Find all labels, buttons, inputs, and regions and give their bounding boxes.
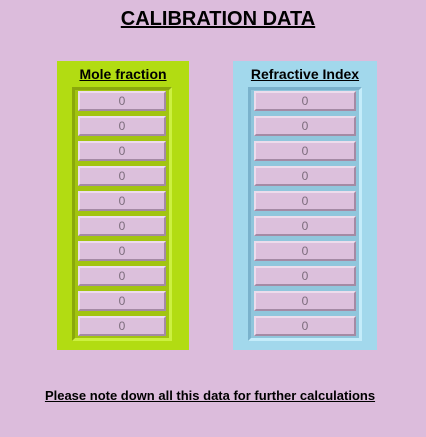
refractive-index-cell-10[interactable]: 0: [254, 316, 356, 336]
refractive-index-cell-7[interactable]: 0: [254, 241, 356, 261]
mole-fraction-cell-7[interactable]: 0: [78, 241, 166, 261]
instruction-note: Please note down all this data for furth…: [44, 388, 376, 403]
mole-fraction-cell-8[interactable]: 0: [78, 266, 166, 286]
mole-fraction-cell-9[interactable]: 0: [78, 291, 166, 311]
mole-fraction-cell-2[interactable]: 0: [78, 116, 166, 136]
refractive-index-cell-2[interactable]: 0: [254, 116, 356, 136]
refractive-index-cell-9[interactable]: 0: [254, 291, 356, 311]
refractive-index-cell-3[interactable]: 0: [254, 141, 356, 161]
mole-fraction-cell-4[interactable]: 0: [78, 166, 166, 186]
refractive-index-cell-8[interactable]: 0: [254, 266, 356, 286]
refractive-index-cell-1[interactable]: 0: [254, 91, 356, 111]
mole-fraction-panel: Mole fraction 0 0 0 0 0 0 0 0 0 0: [57, 61, 189, 350]
mole-fraction-cell-1[interactable]: 0: [78, 91, 166, 111]
mole-fraction-cell-5[interactable]: 0: [78, 191, 166, 211]
refractive-index-panel: Refractive Index 0 0 0 0 0 0 0 0 0 0: [233, 61, 377, 350]
refractive-index-cell-4[interactable]: 0: [254, 166, 356, 186]
mole-fraction-cell-10[interactable]: 0: [78, 316, 166, 336]
mole-fraction-heading: Mole fraction: [79, 66, 167, 82]
mole-fraction-list: 0 0 0 0 0 0 0 0 0 0: [72, 87, 172, 341]
refractive-index-cell-6[interactable]: 0: [254, 216, 356, 236]
refractive-index-heading: Refractive Index: [250, 66, 360, 82]
mole-fraction-cell-6[interactable]: 0: [78, 216, 166, 236]
page-title: CALIBRATION DATA: [120, 8, 316, 30]
refractive-index-cell-5[interactable]: 0: [254, 191, 356, 211]
mole-fraction-cell-3[interactable]: 0: [78, 141, 166, 161]
refractive-index-list: 0 0 0 0 0 0 0 0 0 0: [248, 87, 362, 341]
